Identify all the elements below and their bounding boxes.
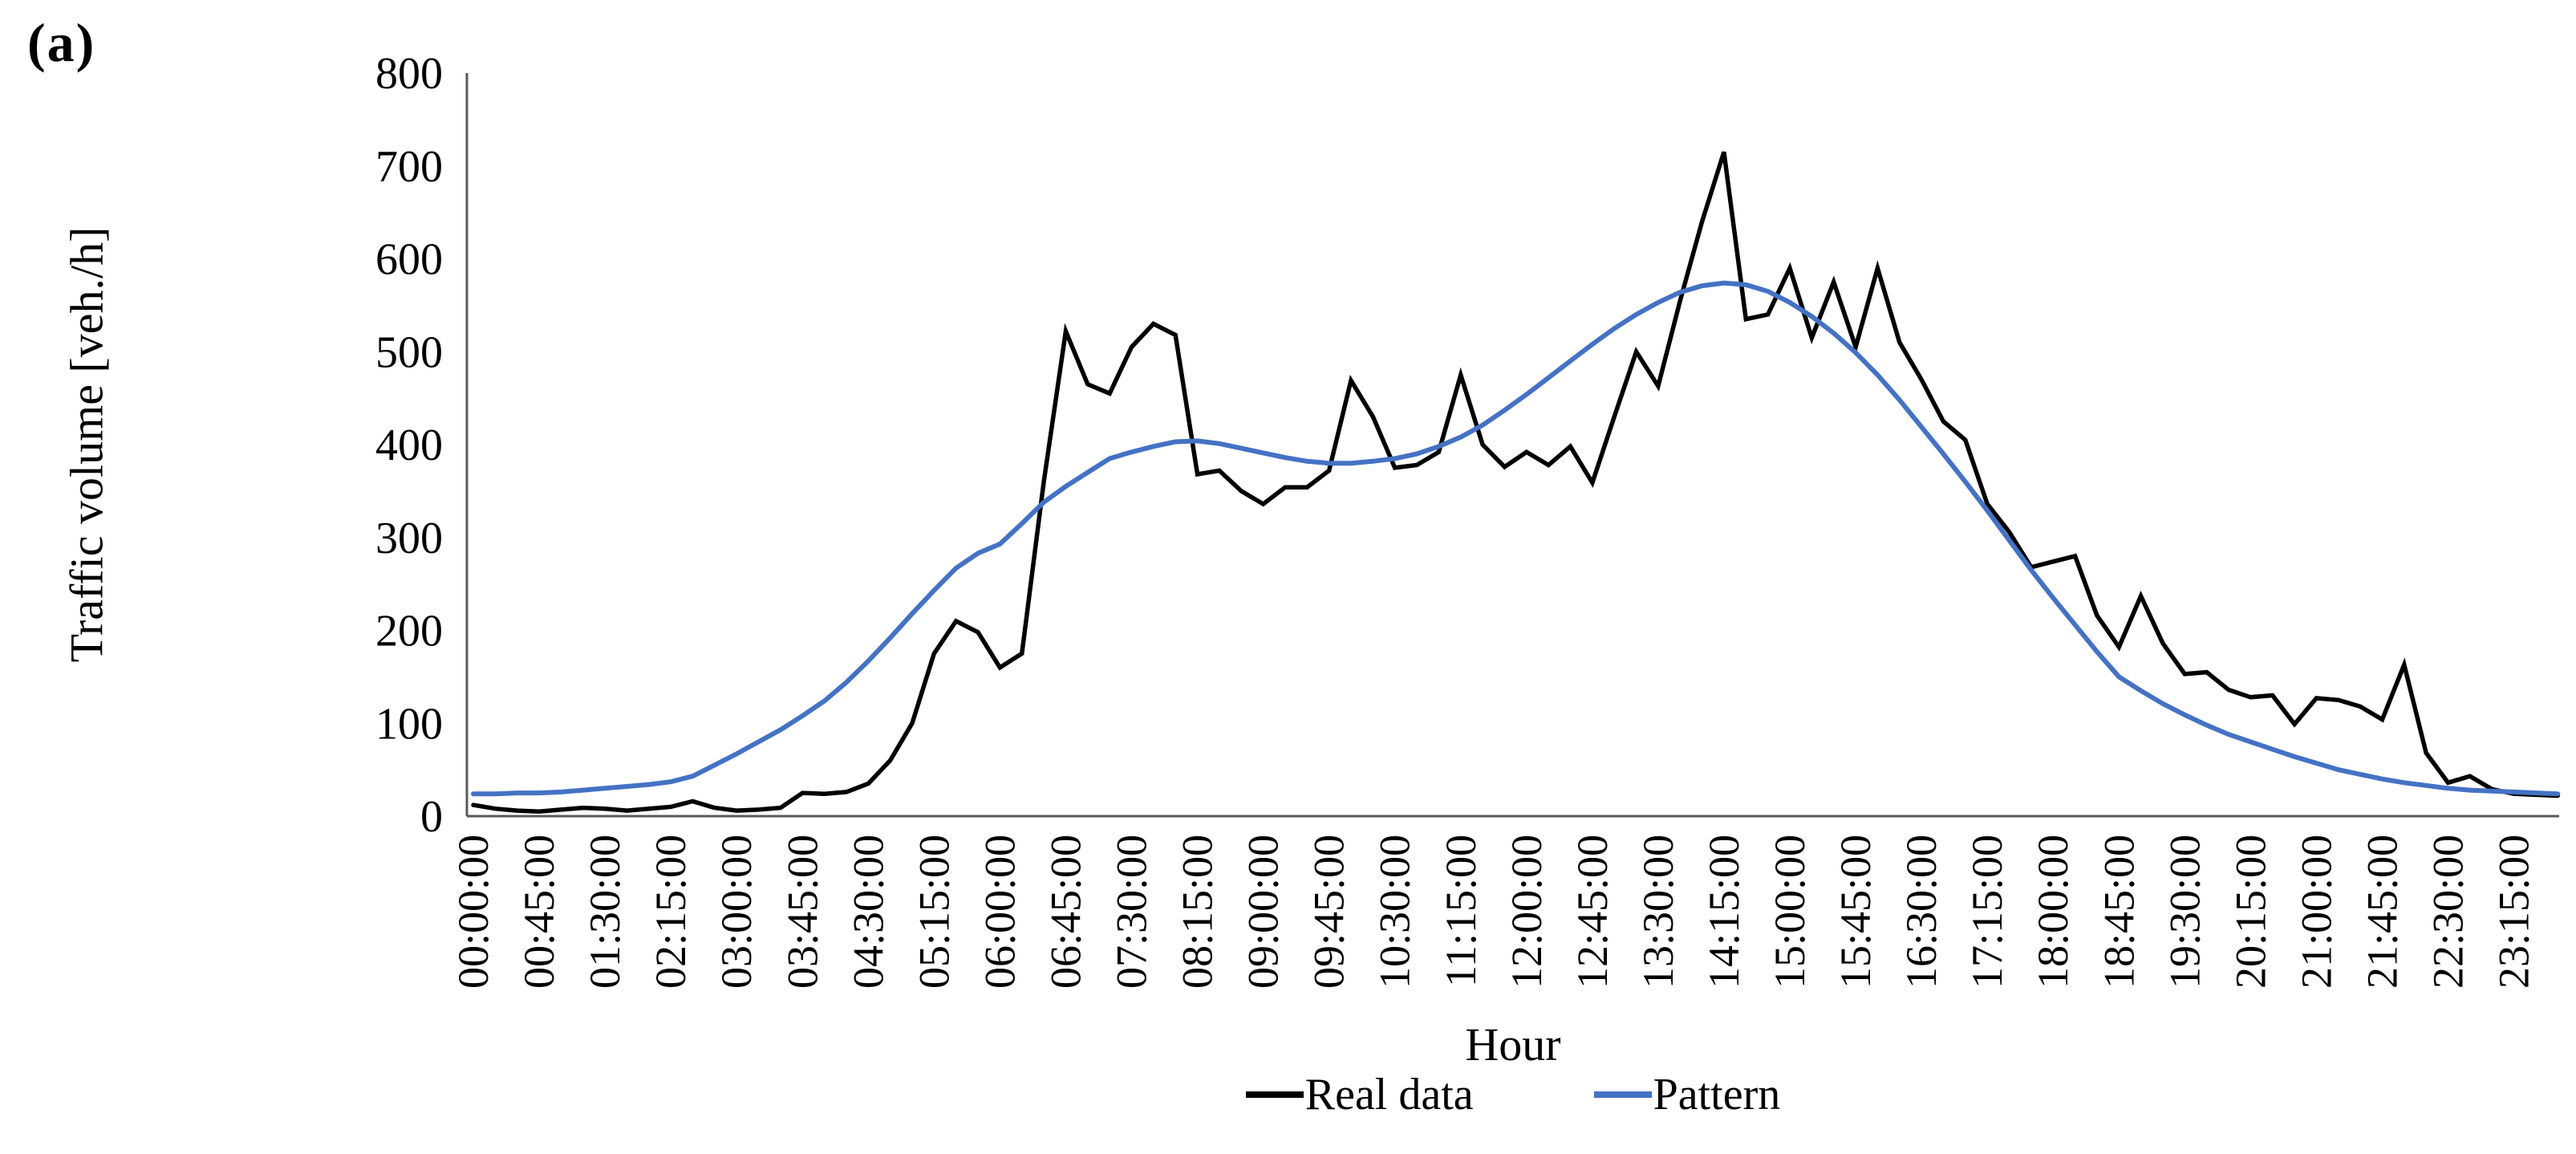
x-tick-label: 12:00:00 <box>1503 835 1551 989</box>
y-tick-label: 700 <box>375 142 443 192</box>
x-tick-label: 06:45:00 <box>1041 835 1089 989</box>
x-tick-label: 03:00:00 <box>712 835 761 989</box>
x-tick-label: 02:15:00 <box>647 835 695 989</box>
y-axis-title: Traffic volume [veh./h] <box>60 226 113 663</box>
pattern-line-swatch <box>1593 1091 1652 1098</box>
x-axis-tick-labels: 00:00:00 00:45:00 01:30:00 02:15:00 03:00:00… <box>449 835 2538 989</box>
chart-legend: Real data Pattern <box>467 1069 2559 1120</box>
y-tick-label: 200 <box>375 607 443 656</box>
x-tick-label: 20:15:00 <box>2226 835 2274 989</box>
x-tick-label: 17:15:00 <box>1963 835 2011 989</box>
series-line-real-data <box>471 151 2561 814</box>
x-tick-label: 01:30:00 <box>581 835 629 989</box>
x-tick-label: 15:00:00 <box>1766 835 1814 989</box>
x-tick-label: 18:00:00 <box>2029 835 2077 989</box>
x-tick-label: 13:30:00 <box>1634 835 1682 989</box>
x-tick-label: 21:45:00 <box>2358 835 2406 989</box>
legend-label-pattern: Pattern <box>1653 1070 1781 1119</box>
x-axis-title: Hour <box>1465 1018 1561 1071</box>
x-tick-label: 09:00:00 <box>1239 835 1288 989</box>
series-line-pattern <box>471 280 2561 797</box>
x-tick-label: 05:15:00 <box>910 835 958 989</box>
legend-item-pattern: Pattern <box>1593 1069 1781 1120</box>
x-tick-label: 18:45:00 <box>2095 835 2143 989</box>
figure-label: (a) <box>27 12 96 73</box>
x-tick-label: 06:00:00 <box>976 835 1024 989</box>
x-tick-label: 21:00:00 <box>2292 835 2340 989</box>
y-tick-label: 300 <box>375 514 443 563</box>
y-tick-label: 0 <box>420 792 443 842</box>
x-tick-label: 14:15:00 <box>1700 835 1748 989</box>
y-axis-tick-labels: 0 100 200 300 400 500 600 700 800 <box>375 49 443 842</box>
y-tick-label: 400 <box>375 421 443 470</box>
y-tick-label: 800 <box>375 49 443 99</box>
chart-axes <box>465 73 2559 818</box>
y-tick-label: 600 <box>375 235 443 285</box>
x-tick-label: 19:30:00 <box>2160 835 2209 989</box>
real-data-line-swatch <box>1245 1091 1304 1098</box>
x-tick-label: 12:45:00 <box>1568 835 1617 989</box>
y-tick-label: 100 <box>375 699 443 749</box>
x-tick-label: 15:45:00 <box>1832 835 1880 989</box>
y-tick-label: 500 <box>375 327 443 377</box>
x-tick-label: 16:30:00 <box>1897 835 1945 989</box>
x-tick-label: 09:45:00 <box>1305 835 1353 989</box>
data-series-lines <box>471 151 2561 814</box>
x-tick-label: 10:30:00 <box>1371 835 1419 989</box>
x-tick-label: 11:15:00 <box>1437 835 1485 987</box>
x-tick-label: 00:45:00 <box>515 835 563 989</box>
x-tick-label: 07:30:00 <box>1108 835 1156 989</box>
legend-item-real-data: Real data <box>1245 1069 1474 1120</box>
x-tick-label: 22:30:00 <box>2424 835 2473 989</box>
x-tick-label: 00:00:00 <box>449 835 497 989</box>
legend-label-real-data: Real data <box>1304 1070 1474 1119</box>
x-tick-label: 23:15:00 <box>2490 835 2538 989</box>
x-tick-label: 03:45:00 <box>778 835 826 989</box>
x-tick-label: 04:30:00 <box>844 835 892 989</box>
x-tick-label: 08:15:00 <box>1174 835 1222 989</box>
